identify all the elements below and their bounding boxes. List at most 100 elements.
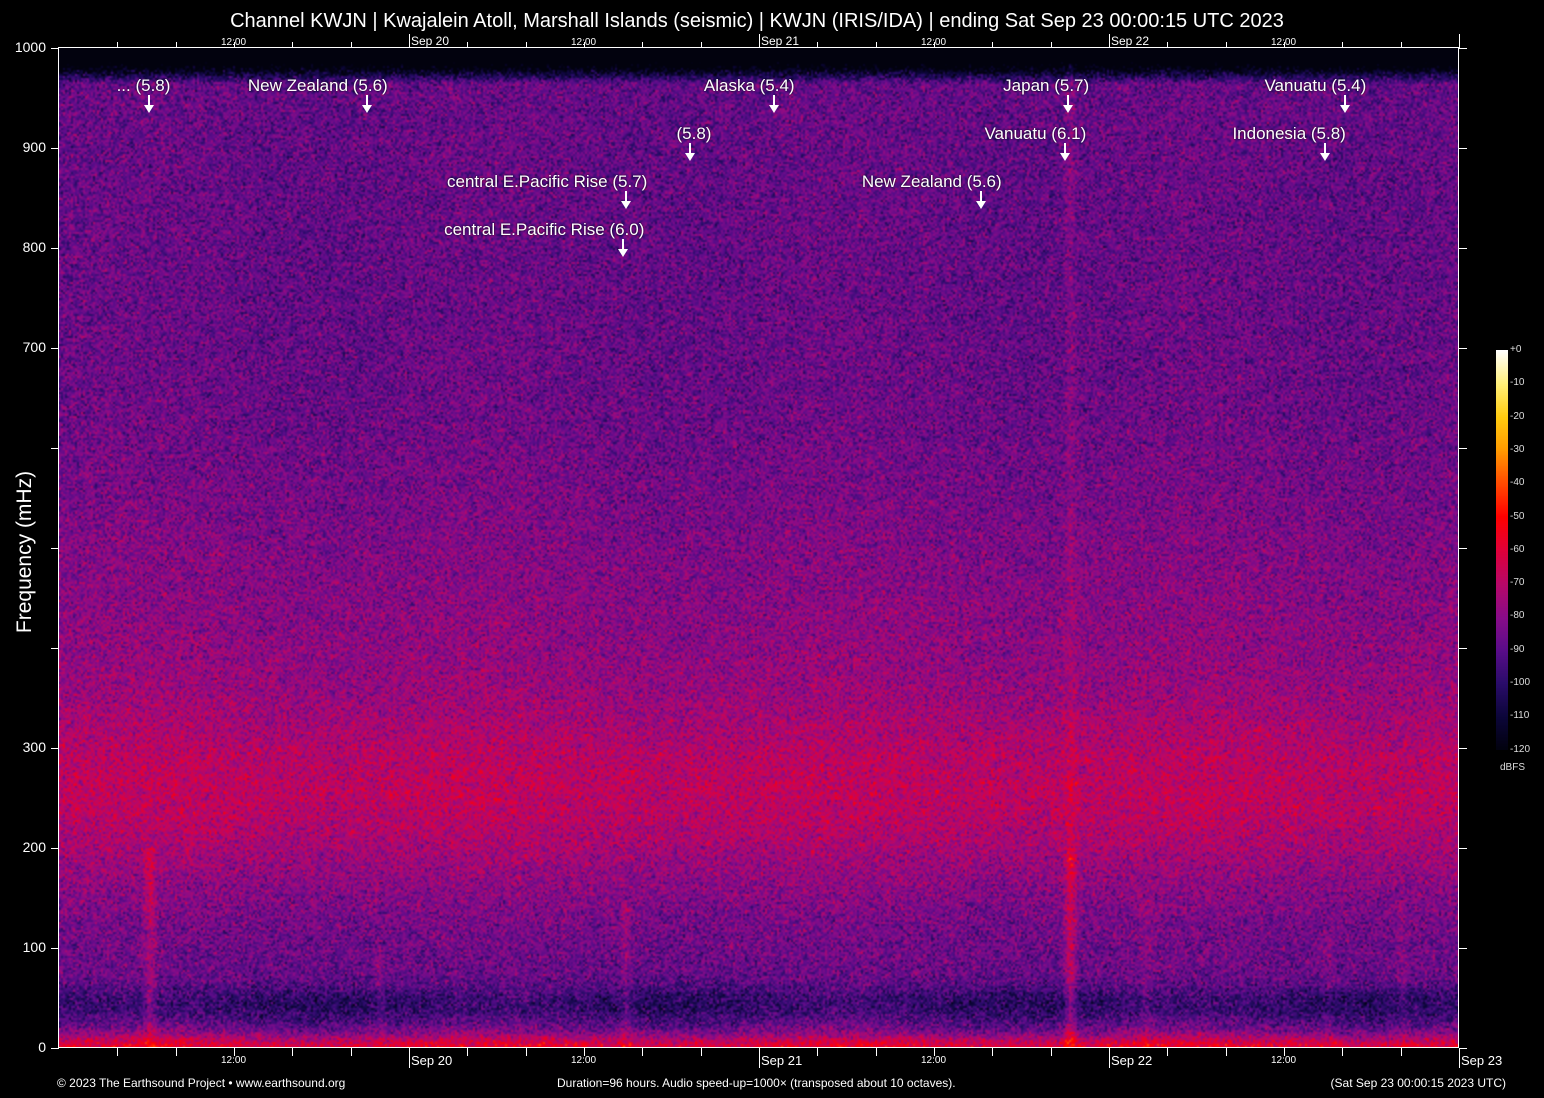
x-minor-label: 12:00 — [921, 1055, 946, 1066]
x-major-label: Sep 20 — [411, 1053, 452, 1068]
event-label: Vanuatu (5.4) — [1264, 76, 1366, 96]
y-tick-label: 100 — [6, 939, 46, 955]
x-major-label: Sep 22 — [1111, 1053, 1152, 1068]
y-tick-label: 300 — [6, 739, 46, 755]
y-tick-right — [1459, 648, 1467, 649]
event-label: New Zealand (5.6) — [862, 172, 1002, 192]
event-label: (5.8) — [677, 124, 712, 144]
x-tick-top — [642, 42, 643, 48]
x-tick-bottom — [409, 1048, 410, 1068]
x-tick-top — [1342, 42, 1343, 48]
colorbar-tick-label: -100 — [1510, 677, 1530, 688]
event-arrow-head — [362, 105, 372, 113]
event-arrow-head — [1063, 105, 1073, 113]
x-minor-label: 12:00 — [571, 1055, 596, 1066]
y-tick-left — [51, 648, 59, 649]
event-arrow-head — [621, 201, 631, 209]
x-tick-top — [701, 42, 702, 48]
x-minor-label-top: 12:00 — [1271, 37, 1296, 48]
x-tick-bottom — [1226, 1048, 1227, 1056]
x-tick-top — [992, 42, 993, 48]
event-arrow-head — [1340, 105, 1350, 113]
x-major-label: Sep 21 — [761, 1053, 802, 1068]
y-tick-right — [1459, 148, 1467, 149]
x-major-label-top: Sep 22 — [1111, 34, 1149, 48]
x-major-label: Sep 23 — [1461, 1053, 1502, 1068]
event-arrow-head — [618, 249, 628, 257]
x-tick-bottom — [817, 1048, 818, 1056]
colorbar-tick-label: -70 — [1510, 577, 1524, 588]
x-tick-top — [409, 34, 410, 48]
x-tick-bottom — [759, 1048, 760, 1068]
x-tick-top — [117, 42, 118, 48]
x-tick-bottom — [526, 1048, 527, 1056]
y-tick-right — [1459, 248, 1467, 249]
y-tick-label: 700 — [6, 339, 46, 355]
x-tick-bottom — [1109, 1048, 1110, 1068]
x-tick-top — [1051, 42, 1052, 48]
event-label: Indonesia (5.8) — [1232, 124, 1345, 144]
y-tick-right — [1459, 848, 1467, 849]
x-major-label-top: Sep 21 — [761, 34, 799, 48]
x-tick-top — [1459, 34, 1460, 48]
event-label: central E.Pacific Rise (6.0) — [444, 220, 644, 240]
event-label: New Zealand (5.6) — [248, 76, 388, 96]
y-tick-label: 1000 — [6, 39, 46, 55]
x-tick-bottom — [992, 1048, 993, 1056]
x-tick-bottom — [117, 1048, 118, 1056]
x-tick-bottom — [1401, 1048, 1402, 1056]
y-tick-left — [51, 248, 59, 249]
x-tick-top — [759, 34, 760, 48]
y-tick-left — [51, 1048, 59, 1049]
colorbar — [1496, 350, 1508, 750]
x-tick-top — [876, 42, 877, 48]
event-label: Alaska (5.4) — [704, 76, 795, 96]
x-tick-bottom — [642, 1048, 643, 1056]
y-axis-label: Frequency (mHz) — [13, 457, 37, 647]
x-tick-bottom — [876, 1048, 877, 1056]
x-tick-bottom — [1342, 1048, 1343, 1056]
x-tick-bottom — [1167, 1048, 1168, 1056]
footer-copyright: © 2023 The Earthsound Project • www.eart… — [57, 1076, 345, 1090]
y-tick-label: 800 — [6, 239, 46, 255]
x-tick-top — [292, 42, 293, 48]
y-tick-right — [1459, 748, 1467, 749]
y-tick-left — [51, 348, 59, 349]
colorbar-tick-label: -10 — [1510, 377, 1524, 388]
y-tick-left — [51, 548, 59, 549]
event-arrow-head — [976, 201, 986, 209]
event-label: Vanuatu (6.1) — [984, 124, 1086, 144]
y-tick-left — [51, 148, 59, 149]
event-arrow-head — [685, 153, 695, 161]
x-minor-label: 12:00 — [221, 1055, 246, 1066]
y-tick-left — [51, 748, 59, 749]
y-tick-left — [51, 848, 59, 849]
y-tick-left — [51, 448, 59, 449]
colorbar-tick-label: -110 — [1510, 710, 1529, 721]
x-tick-top — [1226, 42, 1227, 48]
y-tick-label: 200 — [6, 839, 46, 855]
x-tick-top — [1401, 42, 1402, 48]
x-tick-top — [351, 42, 352, 48]
colorbar-tick-label: -90 — [1510, 644, 1524, 655]
x-tick-top — [1167, 42, 1168, 48]
x-tick-top — [176, 42, 177, 48]
x-tick-top — [1109, 34, 1110, 48]
colorbar-unit: dBFS — [1500, 762, 1525, 773]
x-minor-label-top: 12:00 — [571, 37, 596, 48]
colorbar-tick-label: -20 — [1510, 411, 1524, 422]
colorbar-tick-label: -30 — [1510, 444, 1524, 455]
event-arrow-head — [769, 105, 779, 113]
y-tick-right — [1459, 548, 1467, 549]
x-tick-bottom — [176, 1048, 177, 1056]
y-tick-left — [51, 48, 59, 49]
y-tick-label: 900 — [6, 139, 46, 155]
y-tick-right — [1459, 948, 1467, 949]
colorbar-tick-label: +0 — [1510, 344, 1521, 355]
x-tick-top — [817, 42, 818, 48]
event-label: ... (5.8) — [117, 76, 171, 96]
y-tick-right — [1459, 1048, 1467, 1049]
event-arrow-head — [1320, 153, 1330, 161]
event-label: Japan (5.7) — [1003, 76, 1089, 96]
x-tick-bottom — [701, 1048, 702, 1056]
